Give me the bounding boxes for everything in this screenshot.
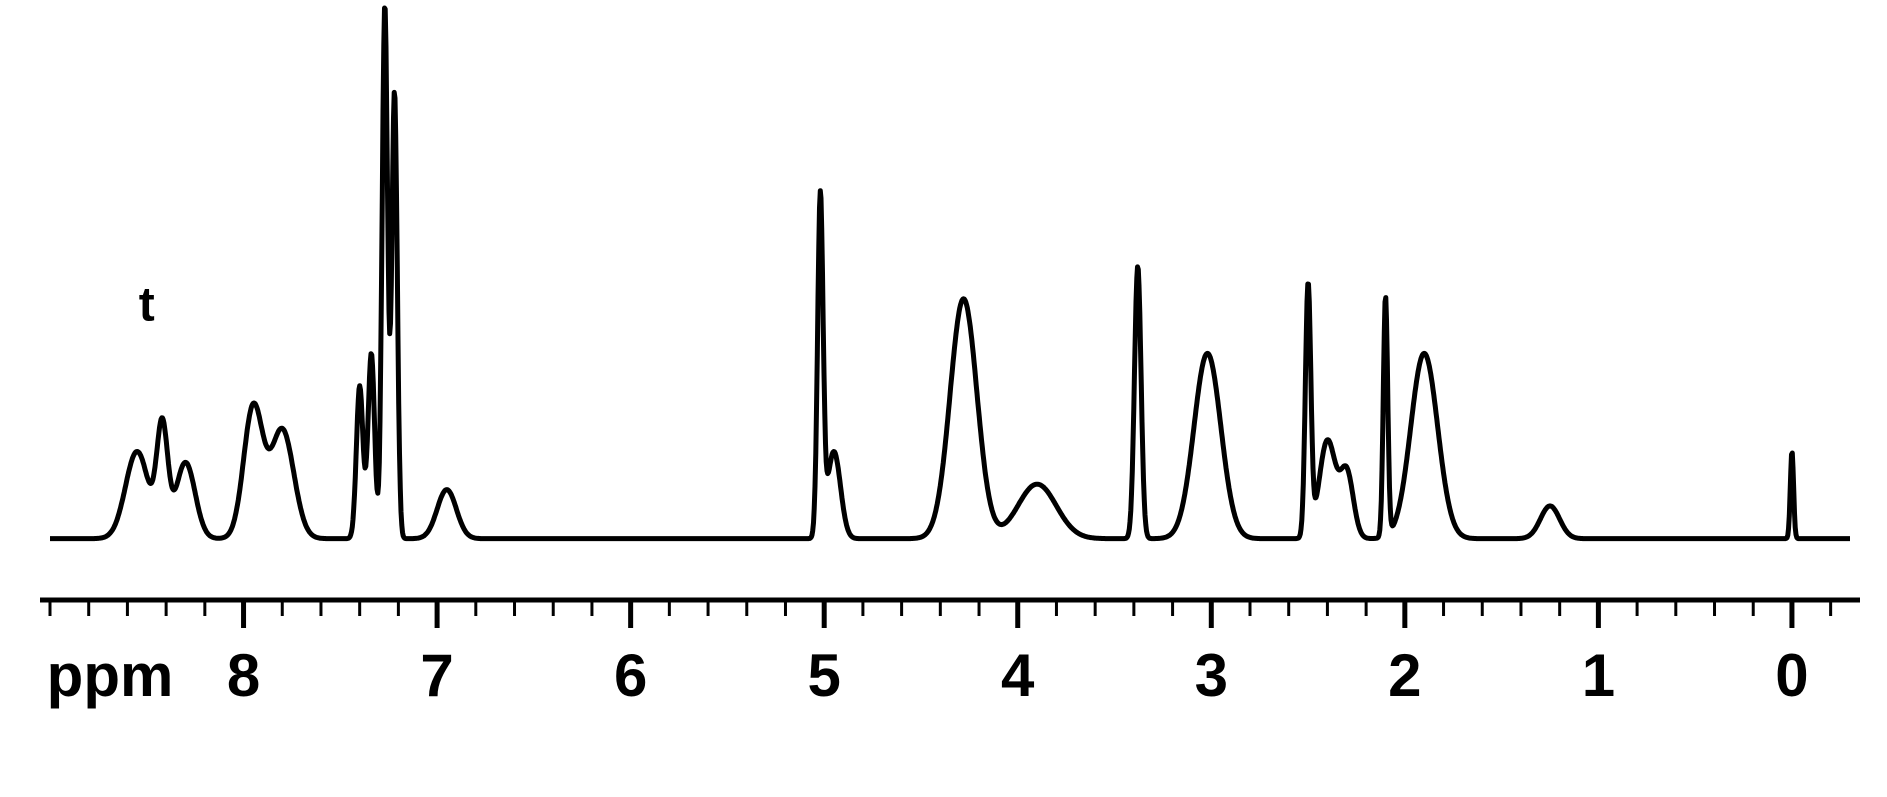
tick-label: 8 [227, 642, 260, 709]
x-axis-unit-label: ppm [47, 642, 174, 709]
peak-annotation-t: t [139, 279, 155, 332]
tick-label: 6 [614, 642, 647, 709]
x-axis [40, 600, 1860, 628]
spectrum-trace [50, 8, 1850, 539]
axis-labels: 8 7 6 5 4 3 2 1 0 ppm [47, 642, 1809, 709]
tick-label: 4 [1001, 642, 1035, 709]
tick-label: 2 [1388, 642, 1421, 709]
tick-label: 7 [420, 642, 453, 709]
tick-label: 1 [1582, 642, 1615, 709]
tick-label: 5 [808, 642, 841, 709]
spectrum-container: 8 7 6 5 4 3 2 1 0 ppm t [0, 0, 1887, 797]
annotations: t [139, 279, 155, 332]
spectrum-path [50, 8, 1850, 539]
tick-label: 3 [1195, 642, 1228, 709]
nmr-spectrum: 8 7 6 5 4 3 2 1 0 ppm t [0, 0, 1887, 797]
tick-label: 0 [1775, 642, 1808, 709]
